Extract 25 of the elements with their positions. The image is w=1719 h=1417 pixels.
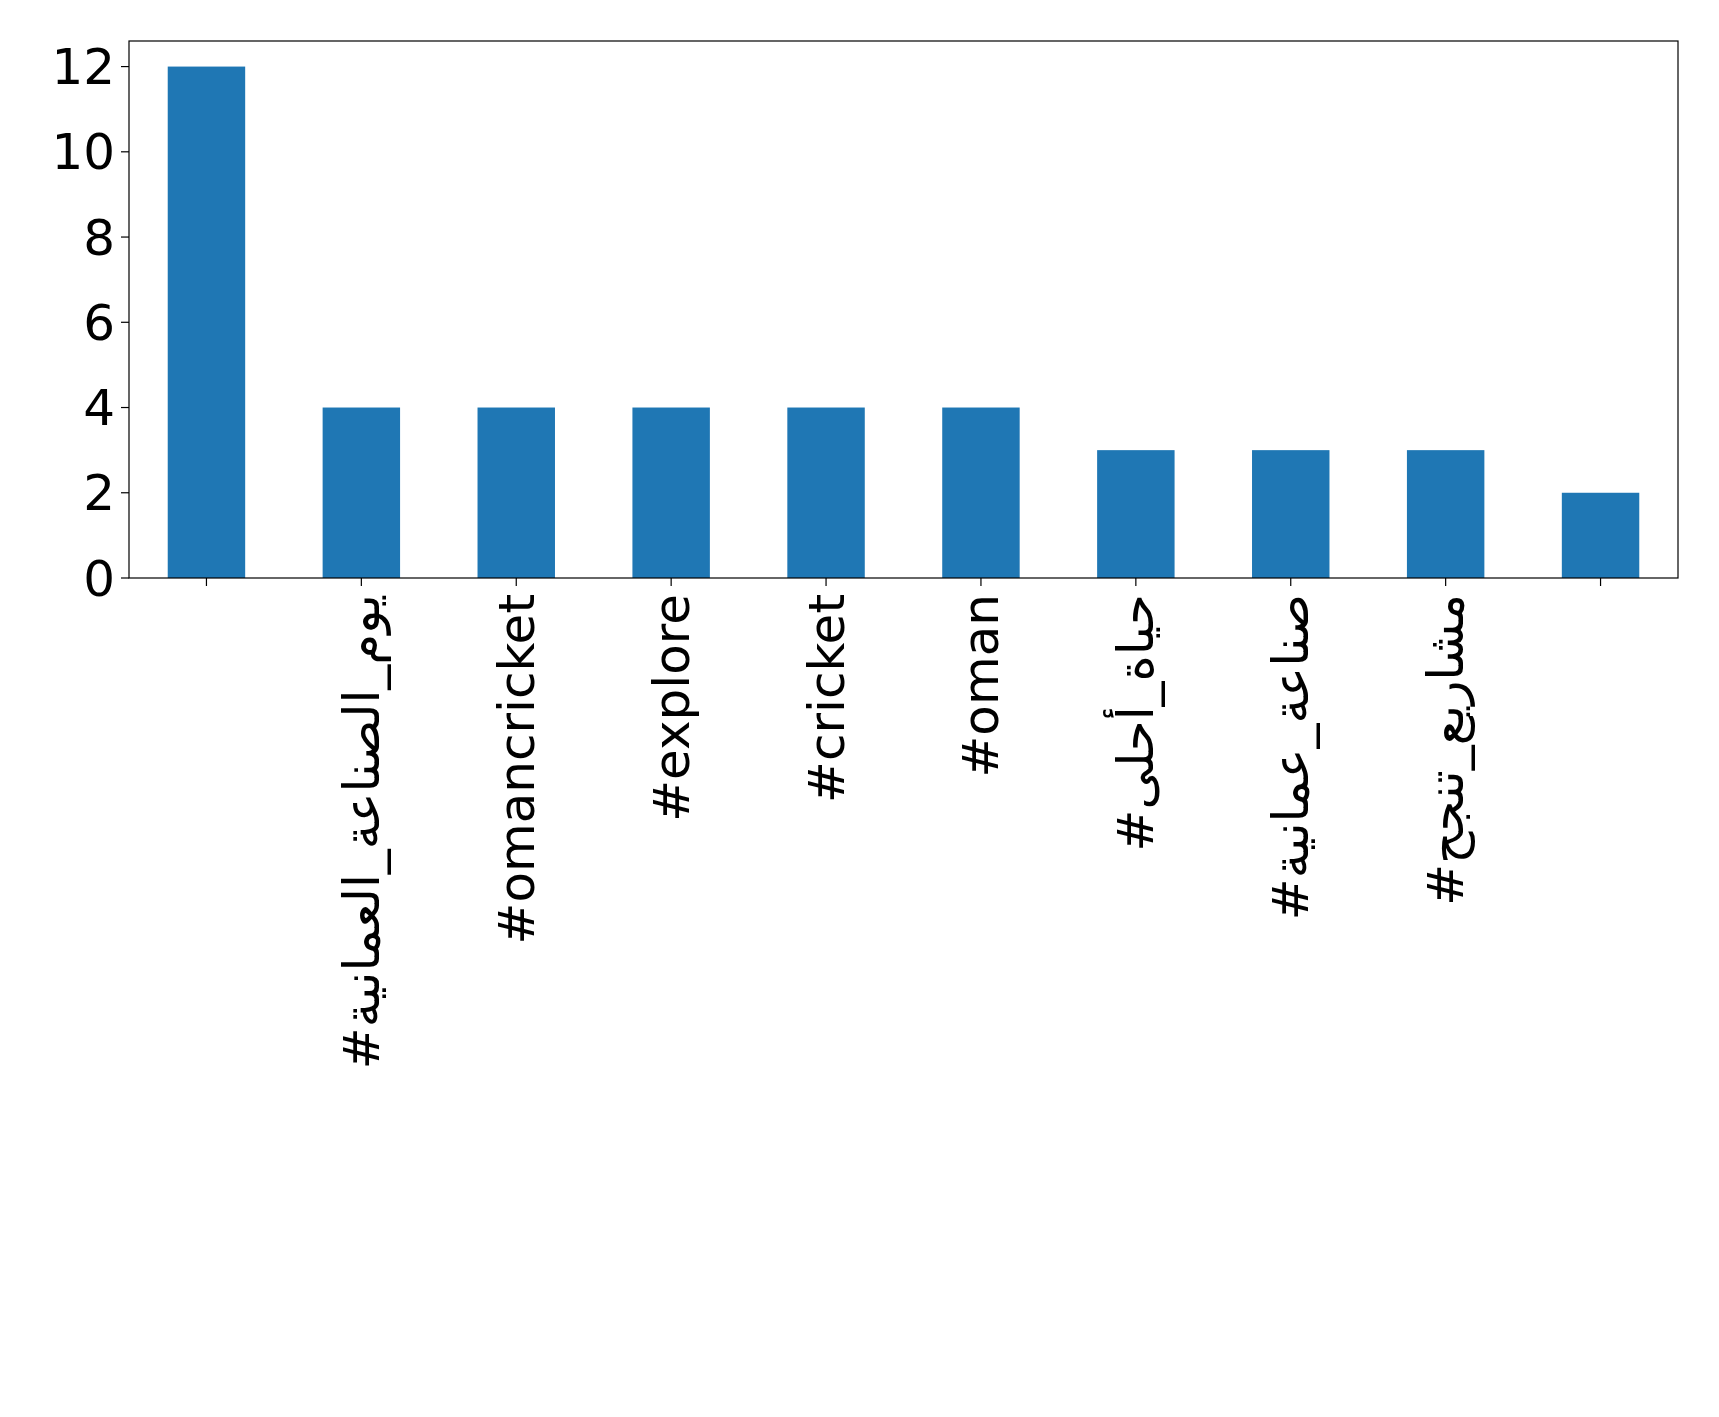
y-tick-label: 8 [83, 208, 115, 267]
bar [632, 407, 710, 578]
bar [787, 407, 865, 578]
bar [167, 66, 246, 578]
x-tick-label: #صناعة_عمانية [1262, 594, 1321, 921]
y-tick-label: 4 [83, 379, 115, 438]
x-tick-label: #explore [642, 594, 701, 822]
x-tick-label: #مشاريع_تنجح [1417, 594, 1477, 906]
x-tick-label: #cricket [797, 594, 856, 803]
bar [1561, 492, 1640, 578]
x-tick-label: #oman [952, 594, 1011, 778]
y-tick-label: 2 [83, 464, 115, 523]
bar [1252, 450, 1330, 578]
bar [477, 407, 555, 578]
bar [1097, 450, 1175, 578]
y-tick-label: 6 [83, 293, 115, 352]
bar [942, 407, 1020, 578]
x-tick-label: #omancricket [487, 594, 546, 945]
bar [1406, 450, 1485, 578]
y-tick-label: 10 [51, 123, 115, 182]
x-tick-label: #يوم_الصناعة_العمانية [332, 594, 391, 1070]
bar [322, 407, 401, 578]
y-tick-label: 12 [51, 38, 115, 97]
y-tick-label: 0 [83, 549, 115, 608]
x-tick-label: #حياة_أحلى [1103, 594, 1166, 852]
